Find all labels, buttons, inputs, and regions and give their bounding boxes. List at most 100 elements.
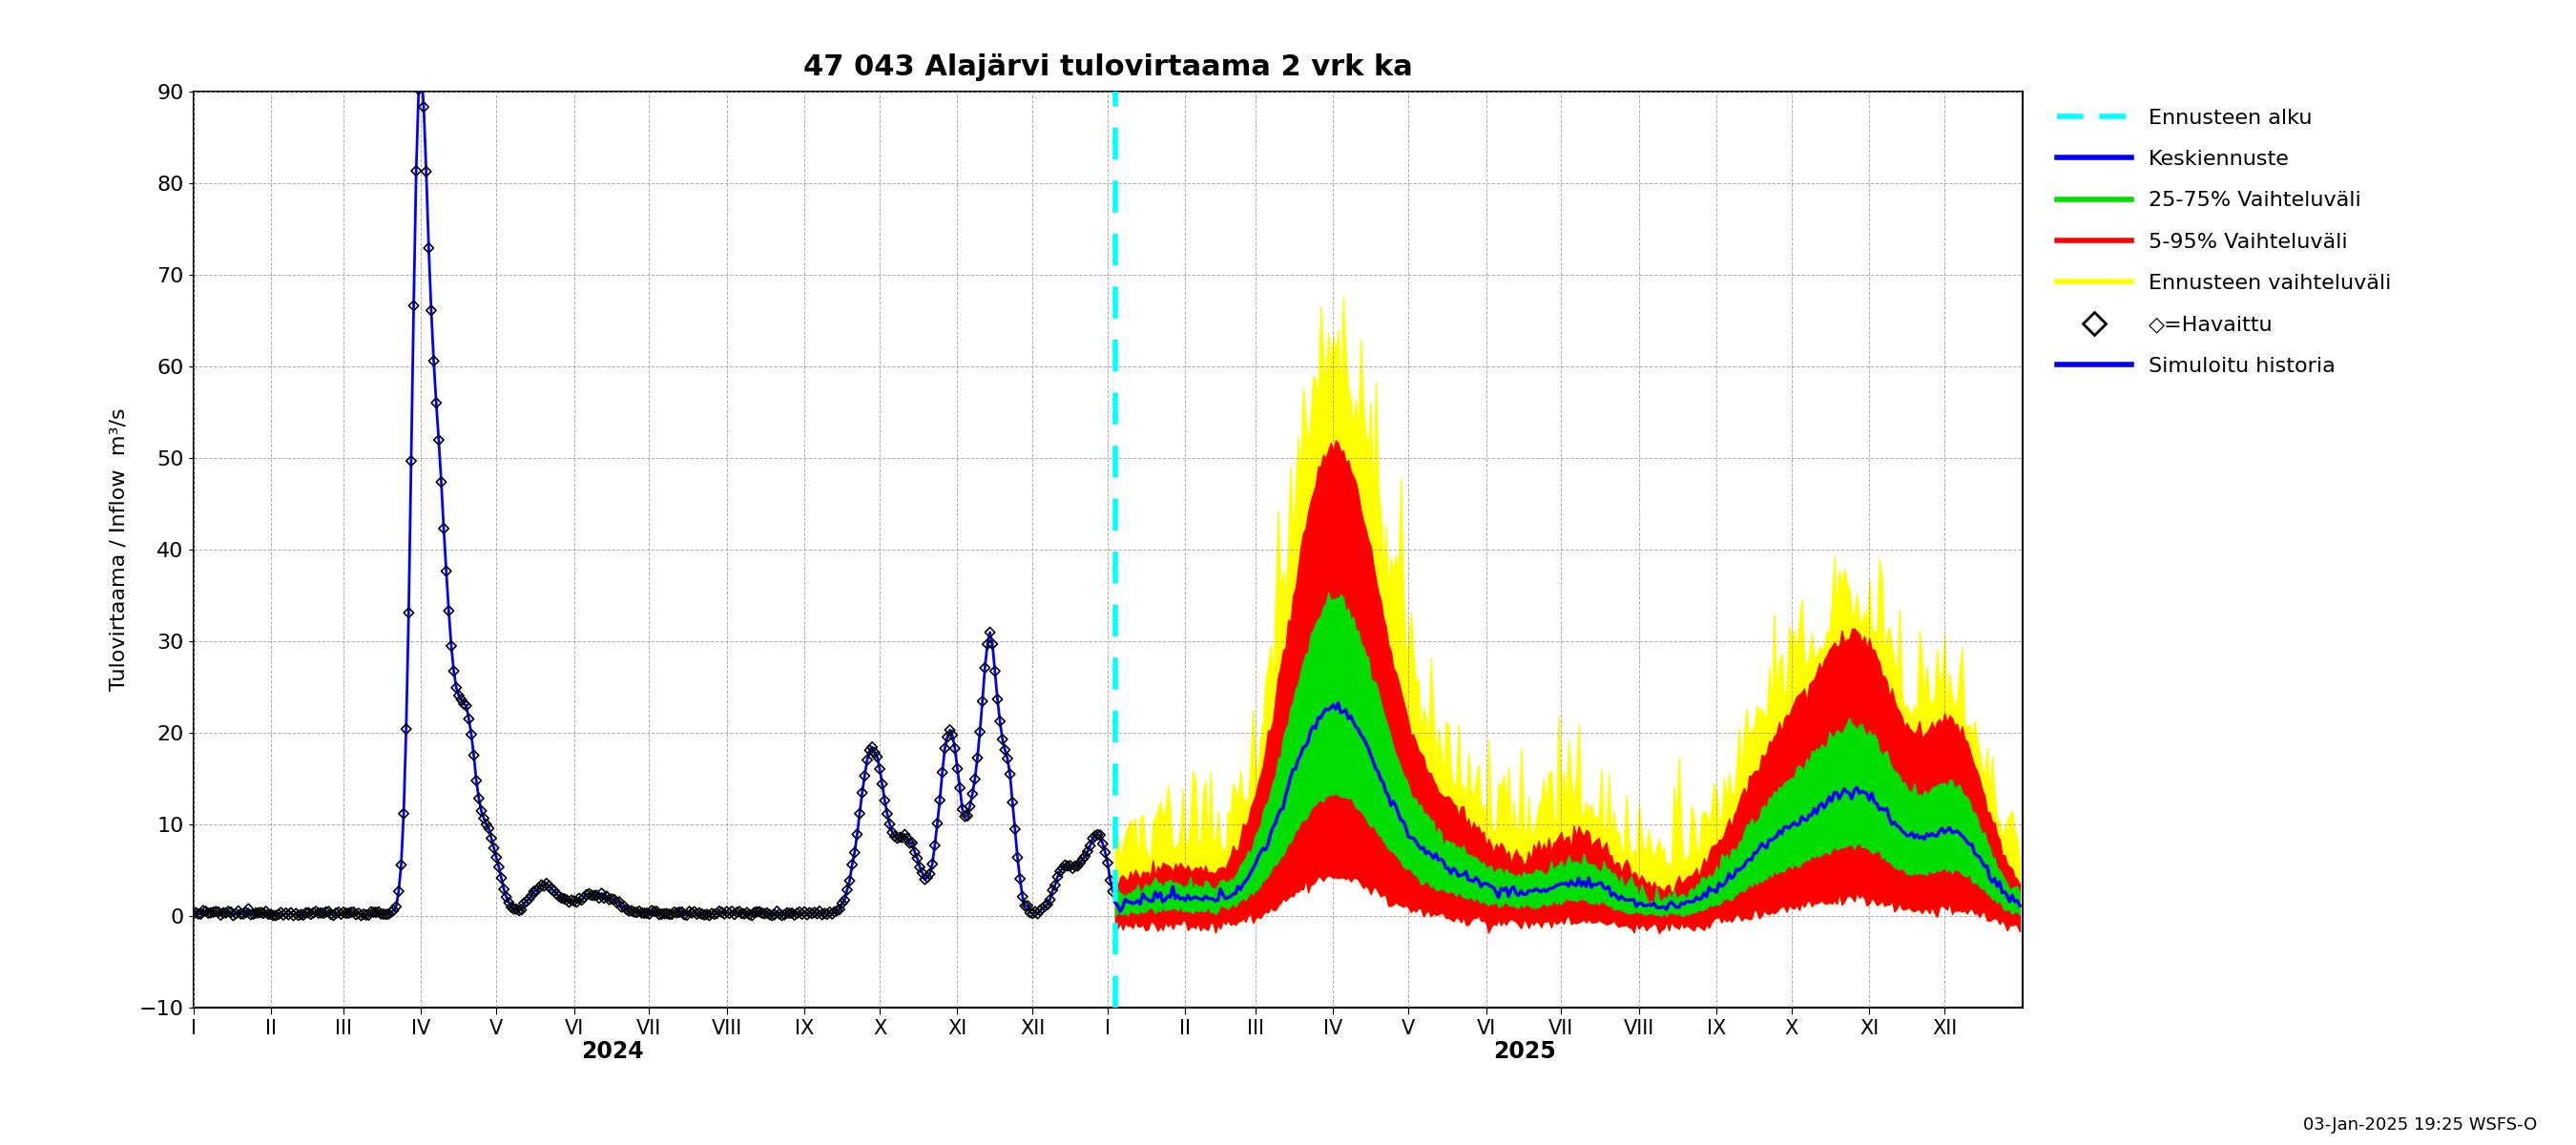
Point bbox=[641, 905, 683, 923]
Point bbox=[549, 893, 590, 911]
Point bbox=[940, 779, 981, 797]
Point bbox=[451, 725, 492, 743]
Point bbox=[350, 902, 392, 921]
Point bbox=[229, 906, 270, 924]
Point bbox=[752, 907, 793, 925]
Point bbox=[886, 829, 927, 847]
Point bbox=[992, 793, 1033, 812]
Point bbox=[227, 900, 268, 918]
Point bbox=[768, 905, 809, 923]
Point bbox=[438, 686, 479, 704]
Point bbox=[567, 885, 608, 903]
Point bbox=[392, 452, 433, 471]
Point bbox=[922, 764, 963, 782]
Point bbox=[309, 906, 350, 924]
Point bbox=[1005, 897, 1046, 915]
Point bbox=[613, 903, 654, 922]
Point bbox=[853, 739, 894, 757]
Point bbox=[332, 903, 374, 922]
Point bbox=[410, 301, 451, 319]
Point bbox=[224, 903, 265, 922]
Text: 2024: 2024 bbox=[582, 1040, 644, 1063]
Point bbox=[286, 903, 327, 922]
Title: 47 043 Alajärvi tulovirtaama 2 vrk ka: 47 043 Alajärvi tulovirtaama 2 vrk ka bbox=[804, 54, 1412, 81]
Point bbox=[255, 907, 296, 925]
Point bbox=[325, 905, 366, 923]
Point bbox=[747, 903, 788, 922]
Point bbox=[319, 905, 361, 923]
Point bbox=[899, 858, 940, 876]
Point bbox=[876, 829, 917, 847]
Point bbox=[245, 902, 286, 921]
Point bbox=[935, 740, 976, 758]
Point bbox=[489, 893, 531, 911]
Point bbox=[518, 878, 559, 897]
Point bbox=[528, 877, 569, 895]
Point bbox=[569, 885, 611, 903]
Point bbox=[884, 826, 925, 844]
Point bbox=[469, 819, 510, 837]
Point bbox=[1056, 856, 1097, 875]
Point bbox=[415, 394, 456, 412]
Point bbox=[804, 905, 845, 923]
Point bbox=[714, 906, 755, 924]
Point bbox=[250, 906, 291, 924]
Point bbox=[585, 889, 626, 907]
Point bbox=[994, 820, 1036, 838]
Point bbox=[204, 903, 245, 922]
Point bbox=[796, 905, 837, 923]
Point bbox=[456, 772, 497, 790]
Point bbox=[1041, 859, 1082, 877]
Point bbox=[260, 903, 301, 922]
Point bbox=[541, 889, 582, 907]
Point bbox=[376, 898, 417, 916]
Point bbox=[492, 900, 533, 918]
Point bbox=[191, 903, 232, 922]
Point bbox=[680, 905, 721, 923]
Point bbox=[760, 905, 801, 923]
Point bbox=[765, 906, 806, 924]
Point bbox=[969, 623, 1010, 641]
Point bbox=[544, 890, 585, 908]
Point bbox=[889, 834, 930, 852]
Point bbox=[1061, 850, 1103, 868]
Point bbox=[417, 431, 459, 449]
Point bbox=[276, 905, 317, 923]
Point bbox=[953, 769, 994, 788]
Point bbox=[966, 635, 1007, 654]
Point bbox=[1002, 887, 1043, 906]
Point bbox=[1041, 862, 1082, 881]
Point bbox=[482, 869, 523, 887]
Point bbox=[337, 905, 379, 923]
Point bbox=[925, 740, 966, 758]
Point bbox=[987, 749, 1028, 767]
Point bbox=[917, 814, 958, 832]
Point bbox=[1025, 897, 1066, 915]
Point bbox=[881, 829, 922, 847]
Point bbox=[397, 161, 438, 180]
Point bbox=[484, 881, 526, 899]
Point bbox=[698, 902, 739, 921]
Point bbox=[201, 906, 242, 924]
Point bbox=[732, 907, 773, 925]
Point bbox=[219, 902, 260, 921]
Point bbox=[1082, 835, 1123, 853]
Point bbox=[979, 712, 1020, 731]
Point bbox=[757, 902, 799, 921]
Point bbox=[997, 848, 1038, 867]
Point bbox=[183, 901, 224, 919]
Point bbox=[505, 892, 546, 910]
Point bbox=[1007, 897, 1048, 915]
Point bbox=[616, 903, 657, 922]
Point bbox=[492, 898, 533, 916]
Point bbox=[577, 886, 618, 905]
Point bbox=[562, 891, 603, 909]
Point bbox=[572, 886, 613, 905]
Point bbox=[927, 728, 969, 747]
Point bbox=[822, 894, 863, 913]
Point bbox=[252, 907, 294, 925]
Point bbox=[520, 876, 562, 894]
Point bbox=[1012, 905, 1054, 923]
Point bbox=[1066, 843, 1108, 861]
Point bbox=[719, 902, 760, 921]
